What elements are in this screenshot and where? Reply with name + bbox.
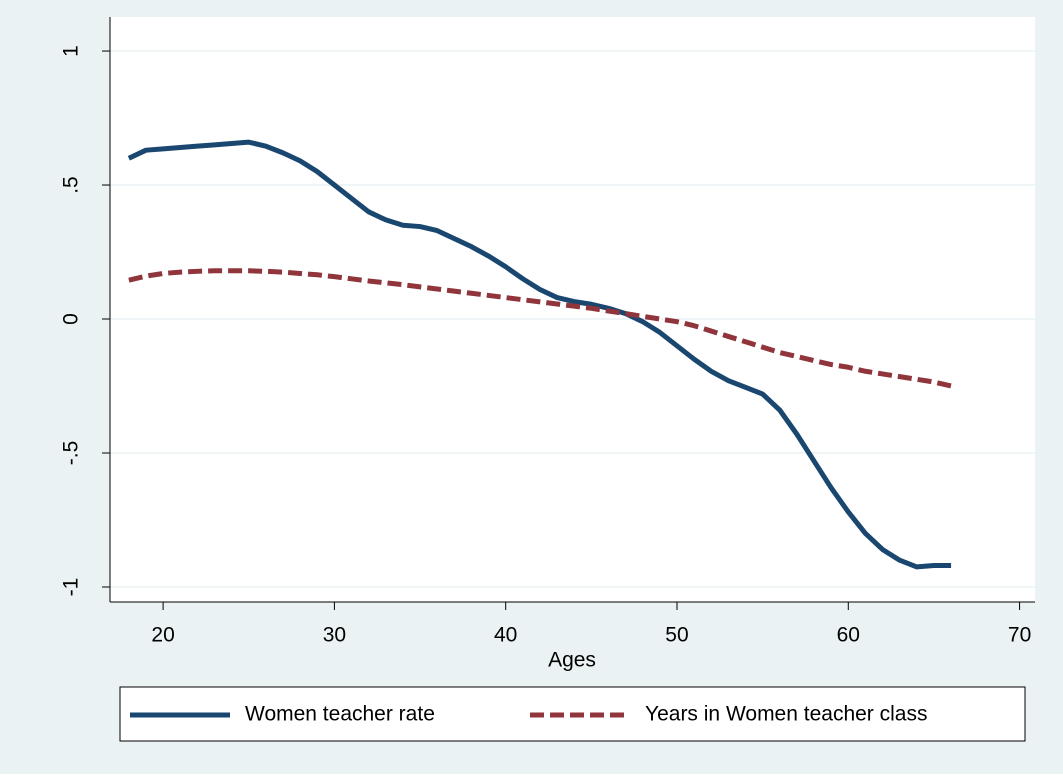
series-line: [127, 139, 952, 570]
x-tick-label: 20: [151, 624, 174, 647]
x-tick-label: 70: [1008, 624, 1031, 647]
y-tick-label: -1: [60, 578, 83, 597]
x-axis-label: Ages: [548, 649, 596, 672]
y-tick-label: 1: [60, 45, 83, 57]
plot-area: [110, 17, 1035, 602]
y-tick-label: .5: [60, 176, 83, 194]
legend-label: Women teacher rate: [245, 703, 435, 726]
x-tick-label: 30: [323, 624, 346, 647]
y-tick-label: -.5: [60, 441, 83, 466]
series-line: [128, 268, 952, 389]
legend-label: Years in Women teacher class: [645, 703, 927, 726]
x-tick-label: 40: [494, 624, 517, 647]
x-tick-label: 50: [665, 624, 688, 647]
x-tick-label: 60: [837, 624, 860, 647]
y-tick-label: 0: [60, 313, 83, 325]
